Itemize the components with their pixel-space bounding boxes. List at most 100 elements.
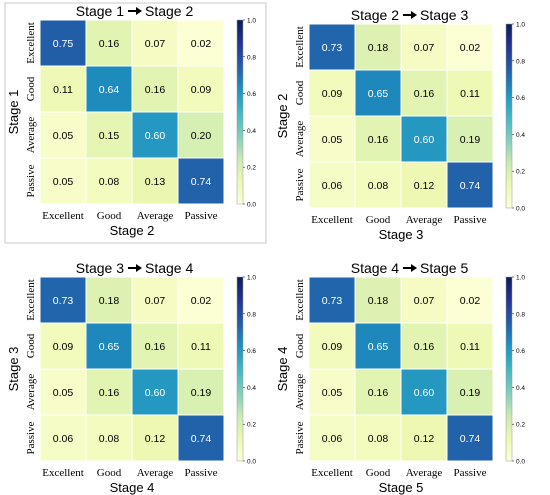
x-tick-label: Good	[366, 467, 391, 479]
heatmap-cell	[177, 322, 225, 370]
heatmap-cell	[39, 157, 87, 205]
cell-value-label: 0.74	[460, 433, 481, 445]
y-tick-label: Average	[294, 121, 306, 158]
x-tick-label: Good	[97, 467, 122, 479]
arrow-icon	[128, 7, 142, 15]
heatmap-cell	[131, 322, 179, 370]
cell-value-label: 0.18	[368, 295, 389, 307]
cell-value-label: 0.09	[322, 88, 343, 100]
x-tick-label: Average	[137, 210, 174, 222]
y-tick-label: Good	[294, 80, 306, 105]
colorbar-tick-label: 0.0	[247, 459, 256, 466]
cell-value-label: 0.07	[145, 38, 166, 50]
cell-value-label: 0.08	[368, 433, 389, 445]
heatmap-cell	[39, 368, 87, 416]
cell-value-label: 0.02	[460, 42, 481, 54]
heatmap-cell	[400, 115, 448, 163]
y-tick-label: Average	[25, 374, 37, 411]
cell-value-label: 0.08	[99, 176, 120, 188]
chart-title-left: Stage 2	[351, 7, 399, 23]
heatmap-cell	[39, 111, 87, 159]
y-axis-label: Stage 3	[6, 347, 21, 392]
arrow-icon	[403, 11, 417, 19]
cell-value-label: 0.08	[368, 180, 389, 192]
x-tick-label: Average	[406, 467, 443, 479]
cell-value-label: 0.02	[460, 295, 481, 307]
heatmap-cell	[177, 19, 225, 67]
y-tick-label: Average	[294, 374, 306, 411]
x-tick-label: Passive	[185, 467, 218, 479]
heatmap-cell	[177, 65, 225, 113]
heatmap-cell	[308, 161, 356, 209]
cell-value-label: 0.19	[460, 134, 481, 146]
heatmap-cell	[308, 23, 356, 71]
heatmap-panel-2: Stage 2 Stage 3 0.73 0.18 0.07 0.02 0.09 0.65 0.…	[275, 7, 525, 242]
x-tick-label: Excellent	[311, 467, 353, 479]
cell-value-label: 0.07	[414, 295, 435, 307]
colorbar-tick-label: 0.6	[247, 348, 256, 355]
heatmap-cell	[177, 276, 225, 324]
x-tick-label: Good	[366, 214, 391, 226]
colorbar-tick-label: 0.0	[516, 459, 525, 466]
cell-value-label: 0.11	[460, 88, 480, 100]
heatmap-cell	[308, 115, 356, 163]
colorbar	[505, 276, 513, 462]
arrow-icon	[128, 264, 142, 272]
colorbar-tick-label: 0.4	[516, 385, 525, 392]
cell-value-label: 0.05	[53, 130, 74, 142]
heatmap-cell	[400, 23, 448, 71]
heatmap-cell	[131, 157, 179, 205]
colorbar-tick-label: 0.0	[516, 206, 525, 213]
cell-value-label: 0.18	[368, 42, 389, 54]
heatmap-cell	[131, 276, 179, 324]
cell-value-label: 0.12	[145, 433, 166, 445]
y-tick-label: Average	[25, 117, 37, 154]
heatmap-cell	[177, 111, 225, 159]
cell-value-label: 0.60	[145, 130, 166, 142]
heatmap-panel-4: Stage 4 Stage 5 0.73 0.18 0.07 0.02 0.09 0.65 0.…	[275, 260, 525, 495]
heatmap-cell	[446, 23, 494, 71]
cell-value-label: 0.18	[99, 295, 120, 307]
chart-title-right: Stage 2	[145, 3, 193, 19]
y-tick-label: Good	[25, 76, 37, 101]
x-axis-label: Stage 5	[379, 480, 424, 495]
heatmap-panel-1: Stage 1 Stage 2 0.75 0.16 0.07 0.02 0.11 0.64 0.…	[6, 3, 256, 238]
x-axis-label: Stage 4	[110, 480, 155, 495]
colorbar	[505, 23, 513, 209]
heatmap-cell	[354, 368, 402, 416]
cell-value-label: 0.12	[414, 180, 435, 192]
heatmap-cell	[131, 111, 179, 159]
y-tick-label: Excellent	[25, 22, 37, 64]
cell-value-label: 0.64	[99, 84, 120, 96]
cell-value-label: 0.07	[414, 42, 435, 54]
chart-title-right: Stage 3	[420, 7, 468, 23]
colorbar-tick-label: 0.4	[247, 128, 256, 135]
heatmap-cell	[131, 65, 179, 113]
cell-value-label: 0.16	[368, 134, 389, 146]
heatmap-cell	[308, 368, 356, 416]
y-tick-label: Excellent	[25, 279, 37, 321]
cell-value-label: 0.11	[460, 341, 480, 353]
heatmap-cell	[308, 322, 356, 370]
cell-value-label: 0.06	[322, 180, 343, 192]
x-tick-label: Excellent	[42, 210, 84, 222]
cell-value-label: 0.16	[145, 84, 166, 96]
colorbar-tick-label: 0.2	[516, 169, 525, 176]
colorbar-tick-label: 0.8	[516, 311, 525, 318]
heatmap-cell	[177, 157, 225, 205]
cell-value-label: 0.02	[191, 295, 212, 307]
cell-value-label: 0.16	[145, 341, 166, 353]
heatmap-cell	[446, 161, 494, 209]
cell-value-label: 0.06	[53, 433, 74, 445]
chart-title-left: Stage 4	[351, 260, 399, 276]
heatmap-cell	[354, 414, 402, 462]
heatmap-cell	[85, 276, 133, 324]
cell-value-label: 0.74	[191, 176, 212, 188]
cell-value-label: 0.05	[53, 387, 74, 399]
x-tick-label: Good	[97, 210, 122, 222]
cell-value-label: 0.16	[99, 387, 120, 399]
chart-title-left: Stage 1	[76, 3, 124, 19]
colorbar-tick-label: 0.6	[516, 95, 525, 102]
cell-value-label: 0.12	[414, 433, 435, 445]
cell-value-label: 0.13	[145, 176, 166, 188]
